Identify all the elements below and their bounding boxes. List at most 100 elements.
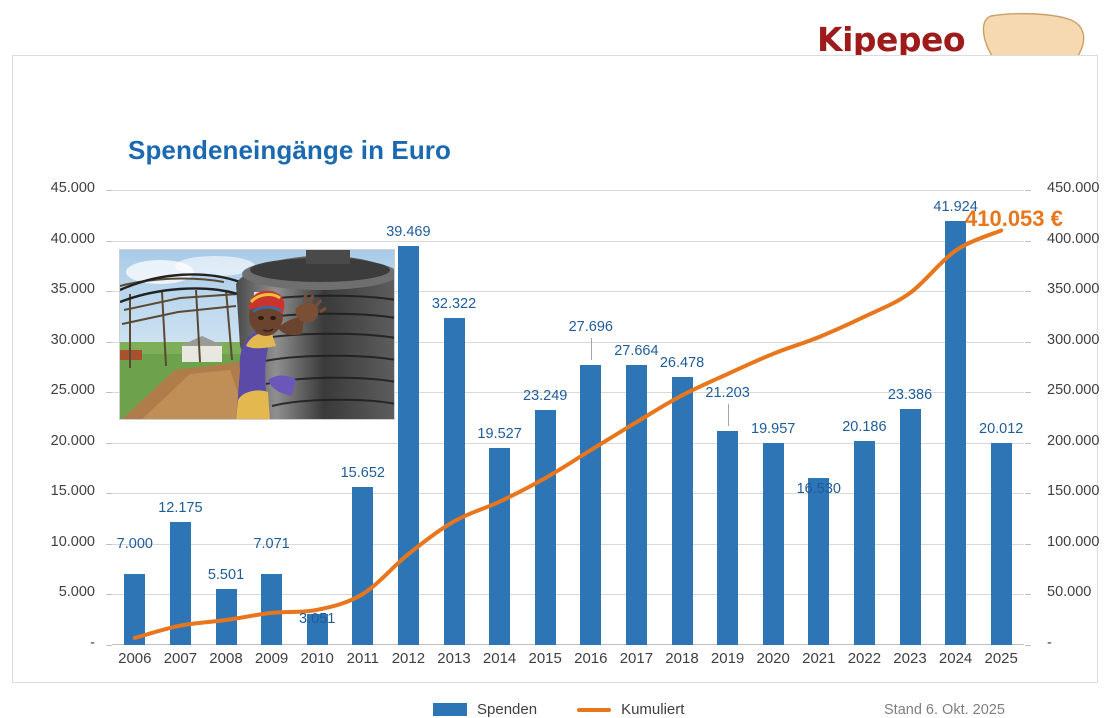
- x-axis-label-2013: 2013: [437, 650, 471, 667]
- y-axis-left-tick: 5.000: [58, 584, 95, 601]
- bar-label-2015: 23.249: [523, 387, 568, 404]
- bar-2015: [534, 409, 556, 645]
- bar-2025: [990, 442, 1012, 645]
- legend-label-spenden: Spenden: [477, 701, 538, 718]
- legend-label-kumuliert: Kumuliert: [621, 701, 685, 718]
- x-axis-label-2006: 2006: [118, 650, 152, 667]
- chart-plot-area: - 5.000 10.000 15.000 20.000 25.000 30.000 35.0…: [51, 180, 1100, 667]
- line-series-kumuliert: [132, 228, 1004, 640]
- bar-2014: [489, 447, 511, 645]
- x-axis-label-2025: 2025: [984, 650, 1018, 667]
- label-leader-line: [727, 403, 729, 426]
- cumulative-line-path: [132, 228, 1004, 640]
- bar-2019: [717, 430, 739, 645]
- cumulative-total-label: 410.053 €: [965, 206, 1063, 231]
- bar-2023: [899, 408, 921, 645]
- chart-legend: Spenden Kumuliert: [433, 701, 684, 718]
- bar-2012: [397, 245, 419, 645]
- y-axis-left-tickmark: [106, 240, 112, 242]
- label-leader-line: [590, 337, 592, 360]
- bar-2011: [352, 486, 374, 645]
- bar-label-2009: 7.071: [253, 535, 290, 552]
- x-axis-label-2022: 2022: [847, 650, 882, 667]
- bar-label-2025: 20.012: [979, 420, 1024, 437]
- y-axis-right-tickmark: [1025, 341, 1031, 343]
- bar-label-2018: 26.478: [659, 355, 705, 372]
- bar-2010: [306, 614, 328, 645]
- bar-2016: [580, 364, 602, 645]
- gridline: [112, 190, 1024, 191]
- y-axis-left-tickmark: [106, 594, 112, 596]
- y-axis-right-tickmark: [1025, 543, 1031, 545]
- bar-label-2020: 19.957: [751, 421, 796, 438]
- bar-2013: [443, 318, 465, 645]
- y-axis-left-tickmark: [106, 493, 112, 495]
- y-axis-right-tick: 200.000: [1047, 432, 1100, 449]
- x-axis-label-2011: 2011: [346, 650, 379, 667]
- bar-2017: [625, 365, 647, 645]
- x-axis-label-2010: 2010: [300, 650, 334, 667]
- bar-2009: [261, 573, 283, 645]
- bar-label-2011: 15.652: [340, 464, 385, 481]
- bar-label-2014: 19.527: [477, 425, 522, 442]
- y-axis-right-tick: 400.000: [1047, 230, 1100, 247]
- y-axis-left-tick: 10.000: [50, 533, 95, 550]
- bar-label-2019: 21.203: [705, 384, 750, 401]
- y-axis-right-tick: 250.000: [1047, 382, 1100, 399]
- gridline: [112, 493, 1024, 495]
- gridline: [112, 594, 1024, 596]
- x-axis-label-2009: 2009: [254, 650, 289, 667]
- bar-2007: [169, 521, 191, 645]
- y-axis-left-tickmark: [106, 291, 112, 293]
- bar-label-2012: 39.469: [386, 223, 431, 240]
- x-axis-label-2023: 2023: [893, 650, 927, 667]
- bar-label-2013: 32.322: [431, 296, 477, 313]
- x-axis-label-2008: 2008: [209, 650, 243, 667]
- bar-label-2007: 12.175: [158, 499, 203, 516]
- y-axis-left-tick: 45.000: [50, 180, 95, 196]
- x-axis-label-2007: 2007: [163, 650, 198, 667]
- legend-swatch-spenden: [433, 703, 467, 716]
- bar-label-2016: 27.696: [568, 318, 613, 335]
- y-axis-right-tickmark: [1025, 291, 1031, 293]
- y-axis-right-tickmark: [1025, 442, 1031, 444]
- x-axis-label-2018: 2018: [665, 650, 699, 667]
- gridline: [112, 240, 1024, 242]
- y-axis-right-tick: 350.000: [1047, 281, 1100, 298]
- x-axis-label-2024: 2024: [938, 650, 973, 667]
- bar-2024: [945, 221, 967, 645]
- bar-2022: [853, 440, 875, 645]
- bar-2006: [124, 574, 146, 645]
- y-axis-left-tickmark: [106, 645, 112, 646]
- bar-2008: [215, 589, 237, 645]
- y-axis-right-tick: -: [1047, 635, 1052, 651]
- gridline: [112, 392, 1024, 394]
- x-axis-label-2020: 2020: [756, 650, 790, 667]
- bar-label-2006: 7.000: [116, 536, 153, 553]
- y-axis-left-tick: 40.000: [50, 230, 95, 247]
- x-axis-label-2021: 2021: [802, 650, 836, 667]
- bar-label-2024: 41.924: [933, 199, 978, 216]
- page-title: Spendeneingänge in Euro: [128, 135, 451, 165]
- y-axis-right-tick: 450.000: [1047, 180, 1100, 196]
- status-note: Stand 6. Okt. 2025: [884, 702, 1005, 718]
- x-axis-label-2014: 2014: [482, 650, 517, 667]
- bar-label-2008: 5.501: [207, 567, 245, 584]
- y-axis-right-tickmark: [1025, 493, 1031, 495]
- bar-label-2010: 3.051: [299, 611, 336, 628]
- y-axis-left-tickmark: [106, 190, 112, 191]
- x-axis-label-2016: 2016: [574, 650, 608, 667]
- y-axis-right-tickmark: [1025, 190, 1031, 191]
- project-photo: [119, 249, 395, 420]
- bar-label-2021: 16.530: [796, 480, 841, 497]
- bar-2018: [671, 377, 693, 645]
- y-axis-left-tick: 20.000: [50, 432, 95, 449]
- y-axis-right-tickmark: [1025, 240, 1031, 242]
- bar-label-2023: 23.386: [887, 386, 933, 403]
- y-axis-right-tick: 150.000: [1047, 483, 1100, 500]
- y-axis-left-tickmark: [106, 442, 112, 444]
- y-axis-left-tick: 35.000: [50, 281, 95, 298]
- y-axis-right-tick: 300.000: [1047, 331, 1100, 348]
- gridline: [112, 543, 1024, 545]
- y-axis-left-tick: 25.000: [50, 382, 95, 399]
